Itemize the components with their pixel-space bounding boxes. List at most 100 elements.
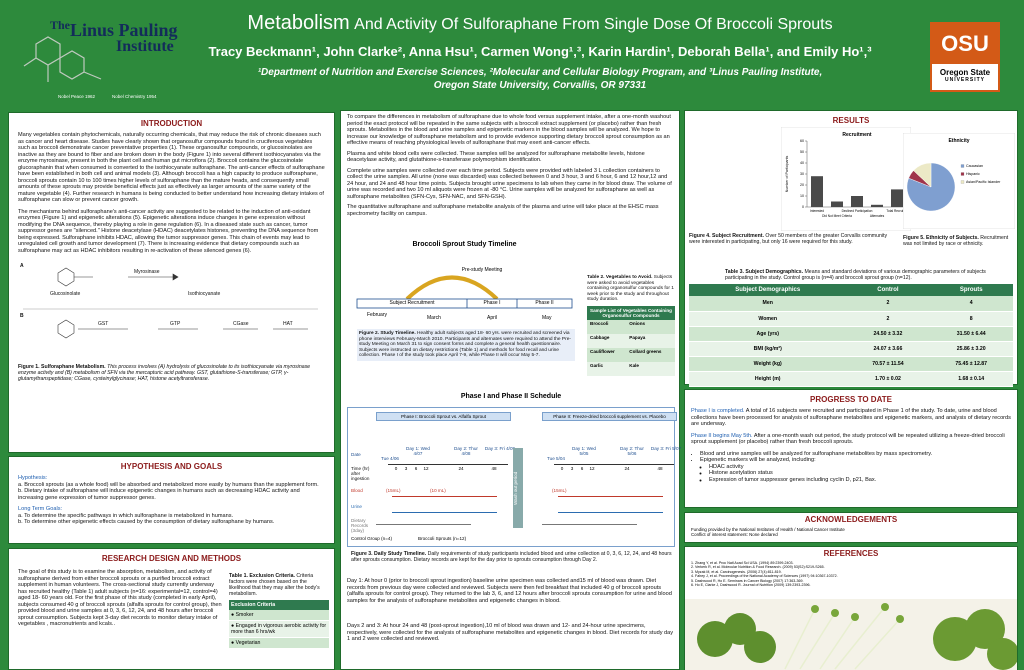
schedule-label: 12 (589, 466, 595, 471)
label: Hypothesis: (18, 475, 48, 481)
lpi-logo: The Linus Pauling Institute Nobel Peace … (6, 4, 196, 104)
table-cell: ● Smoker (229, 610, 329, 621)
paragraph: Phase I is completed. A total of 16 subj… (691, 408, 1011, 428)
schedule-label: Day 1: Wed 5/05 (572, 446, 596, 457)
caption-text: This process involves (A) hydrolysis of … (18, 364, 311, 382)
introduction-panel: INTRODUCTION Many vegetables contain phy… (8, 112, 335, 453)
line (799, 612, 836, 670)
osu-logo: OSU Oregon State UNIVERSITY (930, 22, 1000, 92)
polygon (57, 267, 75, 287)
lead: Phase I is completed. (691, 408, 745, 414)
table-header: Sample List of Vegetables Containing Org… (587, 305, 675, 320)
caption-lead: Table 3. Subject Demographics. (725, 269, 804, 275)
paragraph: Phase II begins May 5th. After a one-mon… (691, 433, 1011, 446)
caption-text: Criteria factors were chosen based on th… (229, 573, 320, 597)
pie-slice (913, 162, 932, 188)
hypothesis-panel: HYPOTHESIS AND GOALS Hypothesis: a. Broc… (8, 456, 335, 544)
table-cell: 24.50 ± 3.32 (846, 326, 930, 342)
sub-bullets: HDAC activity Histone acetylation status… (700, 464, 1011, 484)
line: Funding provided by the National Institu… (691, 527, 845, 532)
reference: 2. Verkerk R, et al. Molecular Nutrition… (691, 565, 825, 570)
month: April (487, 315, 498, 321)
circle (896, 615, 904, 623)
caption: Figure 1. Sulforaphane Metabolism. This … (18, 364, 325, 382)
g (933, 609, 1017, 670)
osu-university: UNIVERSITY (944, 77, 985, 83)
reference: 5. Dashwood R, Ho E. Seminars in Cancer … (691, 578, 804, 583)
table-cell: 1.70 ± 0.02 (846, 371, 930, 387)
caption-lead: Figure 4. Subject Recruitment. (689, 233, 764, 239)
reference: 6. Ho E, Clarke J, Dashwood R. Journal o… (691, 583, 811, 588)
polygon (172, 273, 179, 281)
affiliation: ¹Department of Nutrition and Exercise Sc… (257, 67, 823, 78)
table-cell: Collard greens (629, 348, 662, 354)
table-cell: Onions (629, 320, 646, 326)
bullet: Expression of tumor suppressor genes inc… (709, 477, 1011, 484)
schedule-label: Urine (351, 504, 362, 509)
caption-text: Healthy adult subjects aged 18- 60 yrs. … (359, 331, 571, 358)
schedule-label: 48 (491, 466, 497, 471)
schedule-label: 6 (580, 466, 584, 471)
affiliations: ¹Department of Nutrition and Exercise Sc… (180, 66, 900, 92)
table: Broccoli Onions Cabbage Papaya Cauliflower Co… (587, 319, 675, 376)
schedule-label: (15mL) (552, 488, 567, 493)
rect (356, 298, 573, 309)
chart-title: Recruitment (842, 132, 872, 138)
table-header: Exclusion Criteria (229, 600, 329, 610)
table-cell: ● Engaged in vigorous aerobic activity f… (229, 621, 329, 638)
stage: Phase I (483, 300, 501, 306)
schedule-label: Day 1: Wed 4/07 (406, 446, 430, 457)
item: a. To determine the specific pathways in… (18, 512, 234, 519)
schedule-label: (10 mL) (430, 488, 446, 493)
line (784, 608, 816, 670)
path (405, 275, 499, 301)
lpi-prize: Nobel Peace 1962 (58, 94, 96, 99)
fig-label: HAT (283, 321, 293, 327)
heading: HYPOTHESIS AND GOALS (120, 462, 223, 471)
table-row: Age (yrs) 24.50 ± 3.32 31.50 ± 6.44 (689, 326, 1013, 342)
timeline-arc (356, 275, 573, 309)
schedule-label: Phase I: Broccoli Sprout vs. Alfalfa Spr… (376, 412, 511, 422)
references-panel: REFERENCES 1. Zhang Y, et al. Proc Natl … (684, 546, 1018, 670)
text: After a one-month wash out period, the s… (691, 432, 1005, 446)
schedule-label: Day 2: Thur 4/08 (454, 446, 478, 457)
lpi-the: The (50, 18, 71, 32)
osu-mark: OSU (932, 24, 998, 64)
table-header: Control (877, 287, 899, 293)
caption-text: Recruitment was not limited by race or e… (903, 235, 1009, 247)
paragraph: To compare the differences in metabolism… (347, 114, 671, 146)
label: Long Term Goals: (18, 506, 63, 512)
line (854, 618, 901, 670)
line (834, 606, 886, 670)
bar (851, 196, 863, 207)
legend-label: Caucasian (966, 164, 983, 168)
bullet: Blood and urine samples will be analyzed… (700, 451, 1011, 458)
schedule-label: Time (hr) after ingestion (351, 466, 370, 482)
schedule-label: Control Group (n=4) (351, 536, 392, 541)
chart-bg (781, 127, 911, 231)
caption: Figure 3. Daily Study Timeline. Daily re… (351, 551, 673, 563)
table-cell: 1.68 ± 0.14 (929, 371, 1013, 387)
item: a. Broccoli sprouts (as a whole food) wi… (18, 481, 319, 488)
table-row: Weight (kg) 70.57 ± 11.54 75.45 ± 12.87 (689, 356, 1013, 372)
g (811, 603, 904, 623)
legend-label: Hispanic (966, 172, 980, 176)
caption-text: Daily requirements of study participants… (351, 551, 672, 563)
title-lead: Metabolism (247, 12, 350, 34)
g: A Myrosinase Glucosinolate Isothiocyanat… (20, 263, 293, 327)
paragraph: Many vegetables contain phytochemicals, … (18, 132, 325, 203)
month: February (367, 312, 388, 318)
circle (811, 605, 819, 613)
heading: REFERENCES (823, 549, 879, 558)
diet-bar (542, 524, 637, 525)
fig-label: B (20, 313, 24, 319)
paragraph: Days 2 and 3: At hour 24 and 48 (post-sp… (347, 623, 674, 642)
paragraph: The quantitative sulforaphane and sulfor… (347, 204, 659, 217)
results-panel: RESULTS Recruitment Number of Participant… (684, 110, 1018, 387)
legend-swatch (960, 172, 965, 176)
table-cell: Broccoli (590, 320, 609, 326)
time-axis (388, 464, 508, 465)
circle (851, 613, 859, 621)
circle (987, 638, 1017, 670)
caption-text: Means and standard deviations of various… (725, 269, 986, 281)
